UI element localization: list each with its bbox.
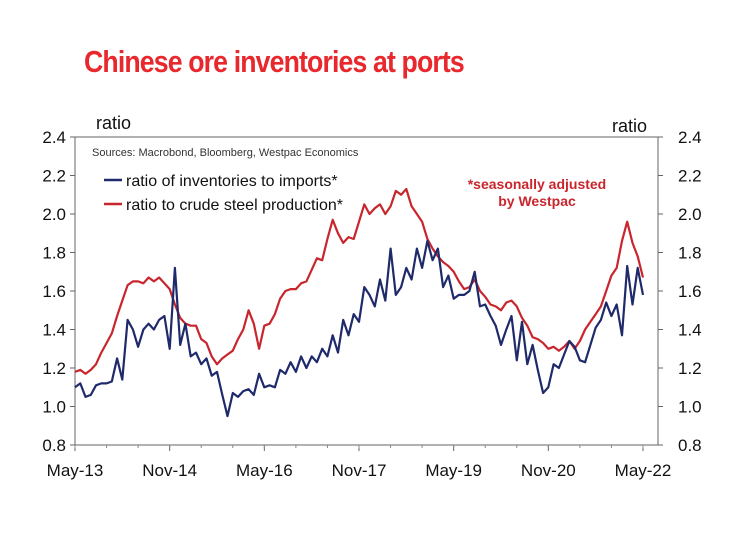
y-axis-label-right: ratio xyxy=(612,116,647,136)
y-tick-label-left: 1.8 xyxy=(42,244,66,263)
x-tick-label: Nov-20 xyxy=(521,461,576,480)
x-tick-label: May-22 xyxy=(615,461,672,480)
annotation-line-1: *seasonally adjusted xyxy=(468,176,607,192)
x-tick-label: Nov-14 xyxy=(142,461,197,480)
y-tick-label-right: 2.2 xyxy=(678,167,702,186)
series-layer xyxy=(74,187,645,418)
x-tick-label: Nov-17 xyxy=(332,461,387,480)
y-tick-label-right: 0.8 xyxy=(678,436,702,455)
y-tick-label-right: 1.4 xyxy=(678,321,702,340)
y-tick-label-left: 2.4 xyxy=(42,128,66,147)
y-tick-label-right: 2.4 xyxy=(678,128,702,147)
y-axis-label-left: ratio xyxy=(96,113,131,133)
y-tick-label-right: 1.6 xyxy=(678,282,702,301)
series-line-inventories xyxy=(74,239,645,418)
legend-label-steel: ratio to crude steel production* xyxy=(126,197,343,214)
y-tick-label-left: 2.0 xyxy=(42,205,66,224)
y-tick-label-right: 1.2 xyxy=(678,359,702,378)
y-tick-label-left: 1.0 xyxy=(42,398,66,417)
x-tick-label: May-19 xyxy=(425,461,482,480)
y-tick-label-left: 1.2 xyxy=(42,359,66,378)
y-tick-label-left: 2.2 xyxy=(42,167,66,186)
y-tick-label-left: 1.4 xyxy=(42,321,66,340)
y-axis-left: 0.8 1.0 1.2 1.4 1.6 1.8 2.0 2.2 2.4 xyxy=(42,128,75,455)
legend-label-inventories: ratio of inventories to imports* xyxy=(126,173,338,190)
legend: ratio of inventories to imports* ratio t… xyxy=(104,173,343,214)
chart-title: Chinese ore inventories at ports xyxy=(84,44,465,79)
y-tick-label-right: 1.0 xyxy=(678,398,702,417)
y-tick-label-left: 0.8 xyxy=(42,436,66,455)
y-tick-label-right: 1.8 xyxy=(678,244,702,263)
y-tick-label-right: 2.0 xyxy=(678,205,702,224)
source-note: Sources: Macrobond, Bloomberg, Westpac E… xyxy=(92,147,359,159)
y-axis-right: 0.8 1.0 1.2 1.4 1.6 1.8 2.0 2.2 2.4 xyxy=(658,128,702,455)
annotation-line-2: by Westpac xyxy=(498,193,576,209)
x-tick-label: May-16 xyxy=(236,461,293,480)
y-tick-label-left: 1.6 xyxy=(42,282,66,301)
series-line-steel xyxy=(74,187,645,375)
x-tick-label: May-13 xyxy=(47,461,104,480)
x-axis: May-13 Nov-14 May-16 Nov-17 May-19 Nov-20 May-… xyxy=(47,445,672,480)
